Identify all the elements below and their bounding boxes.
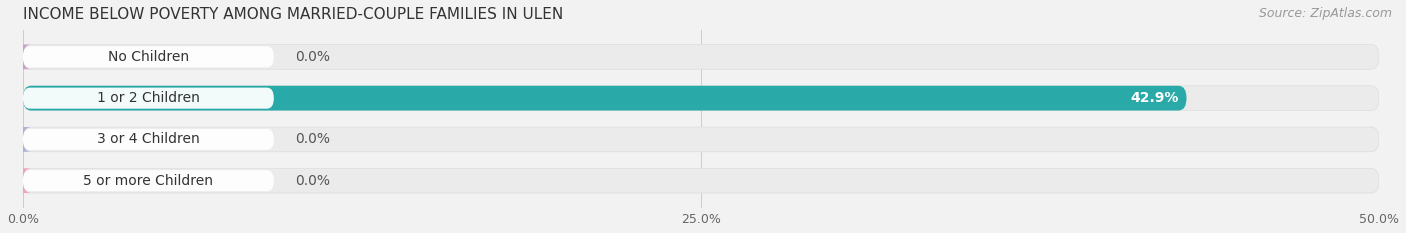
Text: No Children: No Children	[108, 50, 188, 64]
Text: Source: ZipAtlas.com: Source: ZipAtlas.com	[1258, 7, 1392, 20]
FancyBboxPatch shape	[15, 168, 31, 193]
FancyBboxPatch shape	[22, 127, 1379, 152]
FancyBboxPatch shape	[22, 129, 274, 150]
Text: 0.0%: 0.0%	[295, 132, 330, 146]
FancyBboxPatch shape	[22, 86, 1187, 110]
FancyBboxPatch shape	[15, 127, 31, 152]
FancyBboxPatch shape	[22, 86, 1379, 110]
Text: 0.0%: 0.0%	[295, 174, 330, 188]
Text: 1 or 2 Children: 1 or 2 Children	[97, 91, 200, 105]
FancyBboxPatch shape	[22, 88, 274, 109]
FancyBboxPatch shape	[15, 45, 31, 69]
Text: 5 or more Children: 5 or more Children	[83, 174, 214, 188]
Text: 3 or 4 Children: 3 or 4 Children	[97, 132, 200, 146]
Text: 42.9%: 42.9%	[1130, 91, 1178, 105]
Text: INCOME BELOW POVERTY AMONG MARRIED-COUPLE FAMILIES IN ULEN: INCOME BELOW POVERTY AMONG MARRIED-COUPL…	[22, 7, 564, 22]
FancyBboxPatch shape	[22, 170, 274, 191]
FancyBboxPatch shape	[22, 45, 1379, 69]
Text: 0.0%: 0.0%	[295, 50, 330, 64]
FancyBboxPatch shape	[22, 168, 1379, 193]
FancyBboxPatch shape	[22, 46, 274, 67]
